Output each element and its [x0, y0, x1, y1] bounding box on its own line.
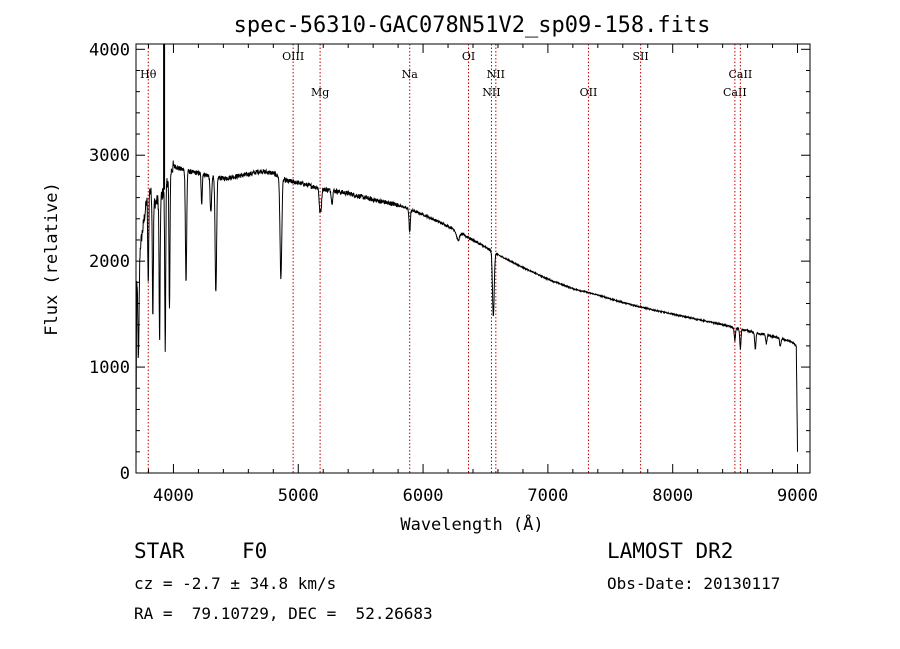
x-axis-label: Wavelength (Å) [400, 513, 543, 535]
line-marker-label: OII [580, 86, 598, 99]
emission-line-markers: Hθ OIII Mg Na OI NII NII OII SII CaII CaII [140, 44, 752, 473]
line-marker-label: OI [462, 50, 475, 63]
x-tick-label: 6000 [403, 486, 444, 506]
y-tick-label: 2000 [89, 252, 130, 272]
x-tick-label: 9000 [777, 486, 818, 506]
x-tick-label: 4000 [153, 486, 194, 506]
observation-date: Obs-Date: 20130117 [607, 574, 781, 593]
y-tick-label: 0 [120, 464, 130, 484]
line-marker-label: OIII [282, 50, 304, 63]
line-marker-label: CaII [729, 68, 753, 81]
x-tick-label: 5000 [278, 486, 319, 506]
line-marker-label: Na [402, 68, 419, 81]
y-axis-ticks: 0 1000 2000 3000 4000 [89, 40, 810, 484]
line-marker-label: Mg [311, 86, 329, 99]
line-marker-label: Hθ [140, 68, 157, 81]
line-marker-label: CaII [723, 86, 747, 99]
object-class: STAR [134, 539, 185, 563]
y-tick-label: 4000 [89, 40, 130, 60]
redshift-cz: cz = -2.7 ± 34.8 km/s [134, 574, 337, 593]
y-tick-label: 1000 [89, 358, 130, 378]
chart-title: spec-56310-GAC078N51V2_sp09-158.fits [234, 13, 711, 38]
y-axis-label: Flux (relative) [42, 182, 62, 336]
plot-frame [135, 43, 811, 474]
line-marker-label: NII [487, 68, 505, 81]
line-marker-label: SII [633, 50, 649, 63]
survey-name: LAMOST DR2 [607, 539, 734, 563]
spectrum-line [135, 160, 798, 474]
line-marker-label: NII [482, 86, 500, 99]
y-tick-label: 3000 [89, 146, 130, 166]
x-axis-ticks: 4000 5000 6000 7000 8000 9000 [147, 44, 818, 506]
x-tick-label: 8000 [652, 486, 693, 506]
object-subclass: F0 [242, 539, 268, 563]
coordinates: RA = 79.10729, DEC = 52.26683 [134, 604, 433, 623]
x-tick-label: 7000 [527, 486, 568, 506]
